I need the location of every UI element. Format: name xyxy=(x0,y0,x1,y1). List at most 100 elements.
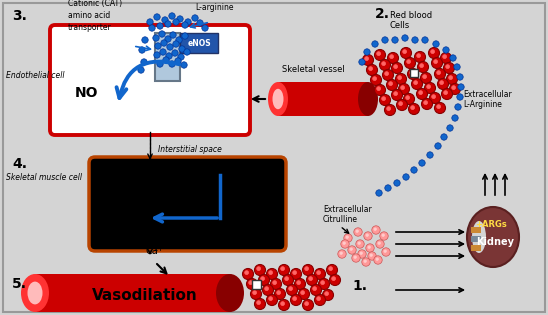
Text: Ca: Ca xyxy=(145,246,158,256)
Circle shape xyxy=(178,54,184,60)
Circle shape xyxy=(277,291,281,295)
Circle shape xyxy=(172,50,178,56)
Circle shape xyxy=(250,289,261,300)
Circle shape xyxy=(321,281,324,284)
Circle shape xyxy=(411,167,417,173)
Circle shape xyxy=(169,13,175,19)
Circle shape xyxy=(293,297,296,301)
Circle shape xyxy=(398,83,409,94)
Text: 1.: 1. xyxy=(352,279,367,293)
Ellipse shape xyxy=(272,89,283,109)
FancyBboxPatch shape xyxy=(50,25,250,135)
Circle shape xyxy=(437,71,441,75)
Circle shape xyxy=(385,72,389,76)
Circle shape xyxy=(382,62,386,66)
Circle shape xyxy=(358,250,366,258)
Circle shape xyxy=(376,240,384,248)
Circle shape xyxy=(412,78,423,89)
Circle shape xyxy=(386,79,397,90)
Circle shape xyxy=(449,83,460,94)
Circle shape xyxy=(391,89,402,100)
Circle shape xyxy=(290,295,301,306)
Text: Interstitial space: Interstitial space xyxy=(158,145,222,154)
Circle shape xyxy=(348,246,356,254)
Circle shape xyxy=(170,32,176,38)
Circle shape xyxy=(161,40,167,46)
Circle shape xyxy=(313,287,317,290)
Circle shape xyxy=(403,174,409,180)
Circle shape xyxy=(382,97,386,100)
Circle shape xyxy=(315,295,326,306)
Circle shape xyxy=(160,49,166,55)
Circle shape xyxy=(366,234,368,237)
Circle shape xyxy=(359,59,365,65)
Circle shape xyxy=(163,57,169,63)
Circle shape xyxy=(202,25,208,31)
Circle shape xyxy=(245,271,249,275)
Circle shape xyxy=(404,58,415,68)
Circle shape xyxy=(447,73,458,84)
Circle shape xyxy=(175,58,181,64)
Circle shape xyxy=(247,278,258,289)
Ellipse shape xyxy=(27,282,43,304)
Circle shape xyxy=(182,22,188,28)
Circle shape xyxy=(262,284,273,295)
Circle shape xyxy=(155,43,161,49)
Circle shape xyxy=(243,268,254,279)
Circle shape xyxy=(457,74,463,80)
Circle shape xyxy=(147,19,153,25)
Circle shape xyxy=(368,252,376,260)
Text: Extracellular
L-arginine: Extracellular L-arginine xyxy=(195,0,244,12)
Circle shape xyxy=(372,41,378,47)
Circle shape xyxy=(325,292,329,295)
Circle shape xyxy=(301,291,305,295)
Text: Kidney: Kidney xyxy=(476,237,514,247)
Circle shape xyxy=(154,52,160,58)
Circle shape xyxy=(167,44,173,50)
Circle shape xyxy=(384,250,386,252)
Circle shape xyxy=(265,287,269,290)
Circle shape xyxy=(192,15,198,21)
Circle shape xyxy=(421,99,432,110)
Circle shape xyxy=(457,94,463,100)
Circle shape xyxy=(184,49,190,55)
Circle shape xyxy=(418,61,429,72)
Circle shape xyxy=(424,101,427,105)
Bar xyxy=(471,245,481,251)
Circle shape xyxy=(398,76,402,80)
Circle shape xyxy=(390,55,393,59)
Circle shape xyxy=(354,228,362,236)
Ellipse shape xyxy=(216,274,244,312)
Circle shape xyxy=(416,54,420,58)
Circle shape xyxy=(293,271,296,275)
Circle shape xyxy=(165,36,171,42)
Circle shape xyxy=(364,49,370,55)
Circle shape xyxy=(173,41,179,47)
Circle shape xyxy=(452,115,458,121)
Circle shape xyxy=(273,281,277,284)
Circle shape xyxy=(341,240,349,248)
Circle shape xyxy=(399,102,403,106)
Circle shape xyxy=(169,61,175,67)
Circle shape xyxy=(176,37,182,43)
Text: Skeletal vessel: Skeletal vessel xyxy=(282,65,345,74)
Bar xyxy=(278,82,368,116)
Circle shape xyxy=(408,104,420,114)
Circle shape xyxy=(365,57,369,60)
Ellipse shape xyxy=(467,207,519,267)
Circle shape xyxy=(429,48,439,59)
Circle shape xyxy=(138,67,144,73)
Circle shape xyxy=(412,37,418,43)
Circle shape xyxy=(443,62,454,73)
Circle shape xyxy=(387,107,391,111)
Circle shape xyxy=(311,284,322,295)
Circle shape xyxy=(374,228,376,230)
Circle shape xyxy=(323,289,334,301)
Circle shape xyxy=(317,271,321,275)
Circle shape xyxy=(432,95,436,99)
Circle shape xyxy=(305,267,309,271)
Circle shape xyxy=(289,287,293,290)
Circle shape xyxy=(393,92,397,95)
Circle shape xyxy=(305,302,309,306)
Circle shape xyxy=(354,256,356,258)
